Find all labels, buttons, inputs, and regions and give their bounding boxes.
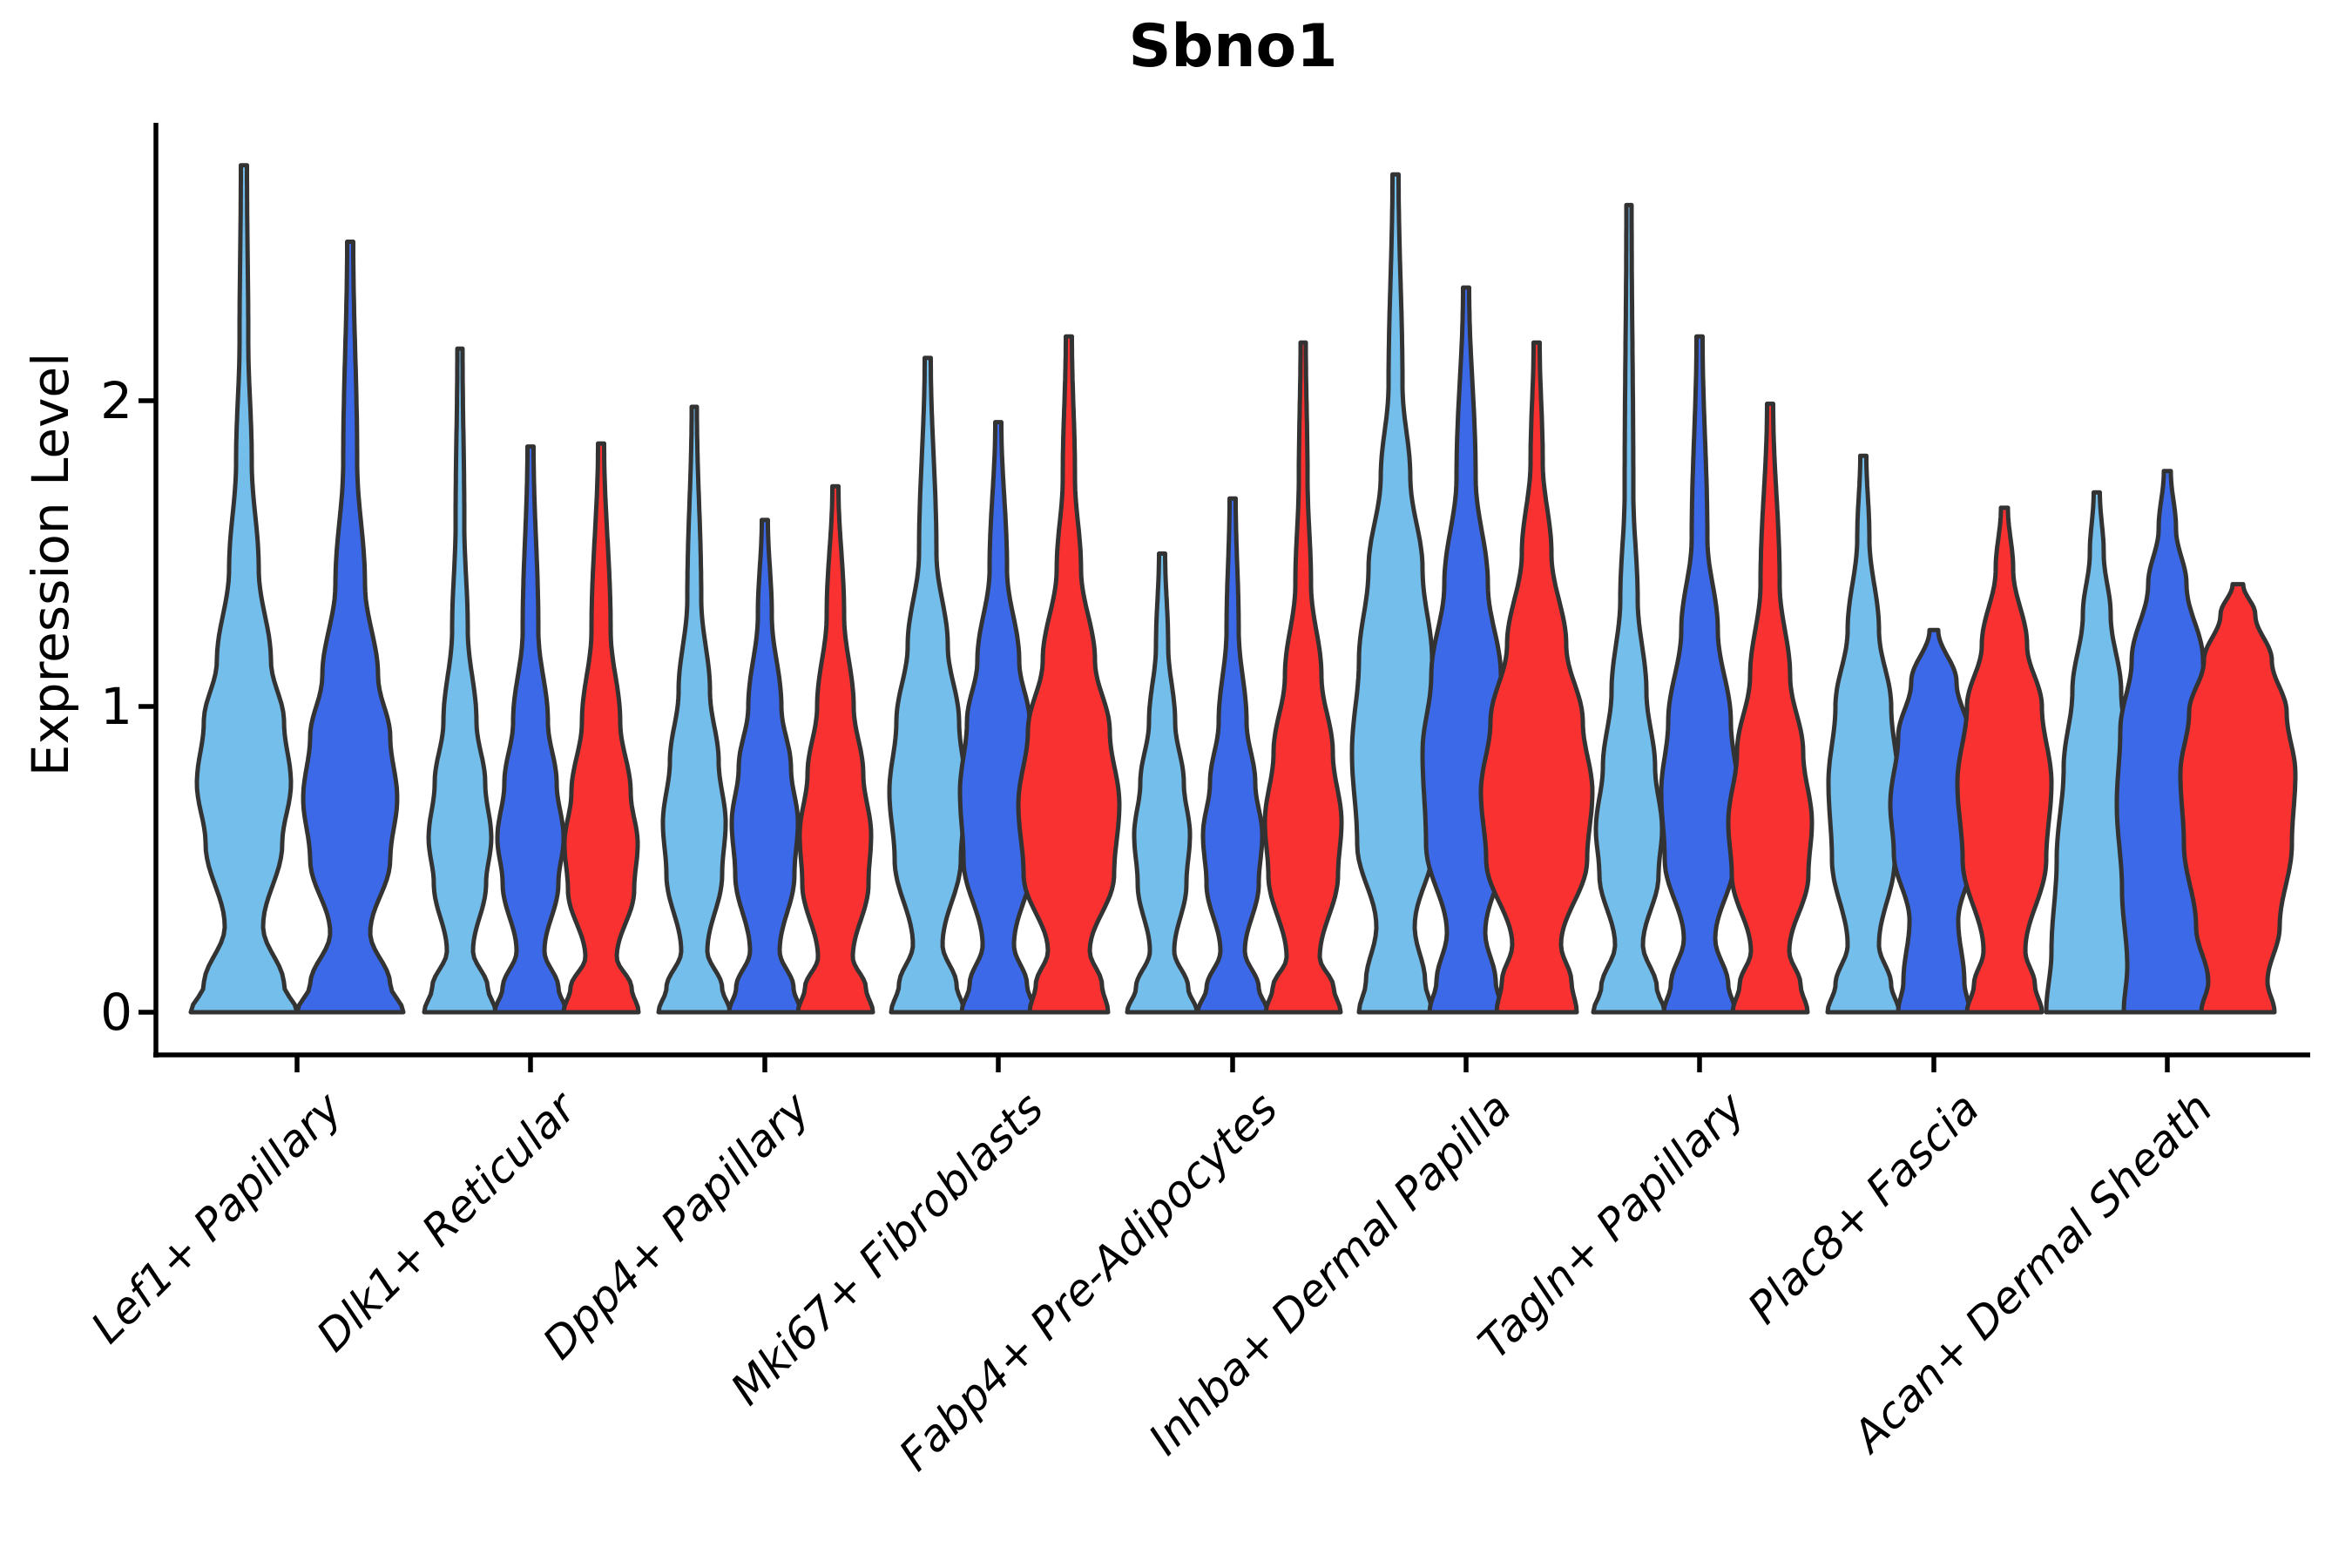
axes-layer — [139, 123, 2310, 1072]
violin-tagln-papillary-red — [1726, 402, 1815, 1015]
violin-acan-dermal-sheath-red — [2178, 582, 2298, 1015]
violin-inhba-dermal-papilla-blue — [1420, 285, 1512, 1015]
violin-mki67-fibroblasts-blue — [957, 420, 1039, 1015]
violin-fabp4-pre-adipocytes-blue — [1195, 496, 1270, 1015]
violin-layer — [188, 163, 2298, 1015]
violin-plac8-fascia-light_blue — [1825, 453, 1902, 1015]
y-tick-label-0: 0 — [100, 983, 132, 1042]
violin-inhba-dermal-papilla-light_blue — [1349, 172, 1442, 1015]
violin-dlk1-reticular-light_blue — [422, 346, 498, 1015]
violin-fabp4-pre-adipocytes-light_blue — [1125, 551, 1200, 1015]
violin-dpp4-papillary-light_blue — [656, 404, 733, 1015]
violin-plac8-fascia-red — [1955, 505, 2054, 1015]
violin-mki67-fibroblasts-light_blue — [887, 355, 969, 1015]
violin-fabp4-pre-adipocytes-red — [1262, 340, 1344, 1015]
plot-title: Sbno1 — [1128, 12, 1338, 81]
y-tick-label-1: 1 — [100, 677, 132, 736]
violin-lef1-papillary-blue — [294, 240, 406, 1015]
violin-dlk1-reticular-blue — [492, 444, 569, 1015]
violin-dlk1-reticular-red — [561, 441, 641, 1015]
violin-tagln-papillary-light_blue — [1591, 202, 1667, 1015]
violin-tagln-papillary-blue — [1659, 334, 1740, 1015]
violin-lef1-papillary-light_blue — [188, 163, 300, 1015]
y-tick-label-2: 2 — [100, 371, 132, 430]
violin-dpp4-papillary-red — [795, 483, 875, 1015]
violin-inhba-dermal-papilla-red — [1478, 340, 1595, 1015]
violin-mki67-fibroblasts-red — [1016, 334, 1122, 1015]
violin-dpp4-papillary-blue — [727, 517, 803, 1015]
